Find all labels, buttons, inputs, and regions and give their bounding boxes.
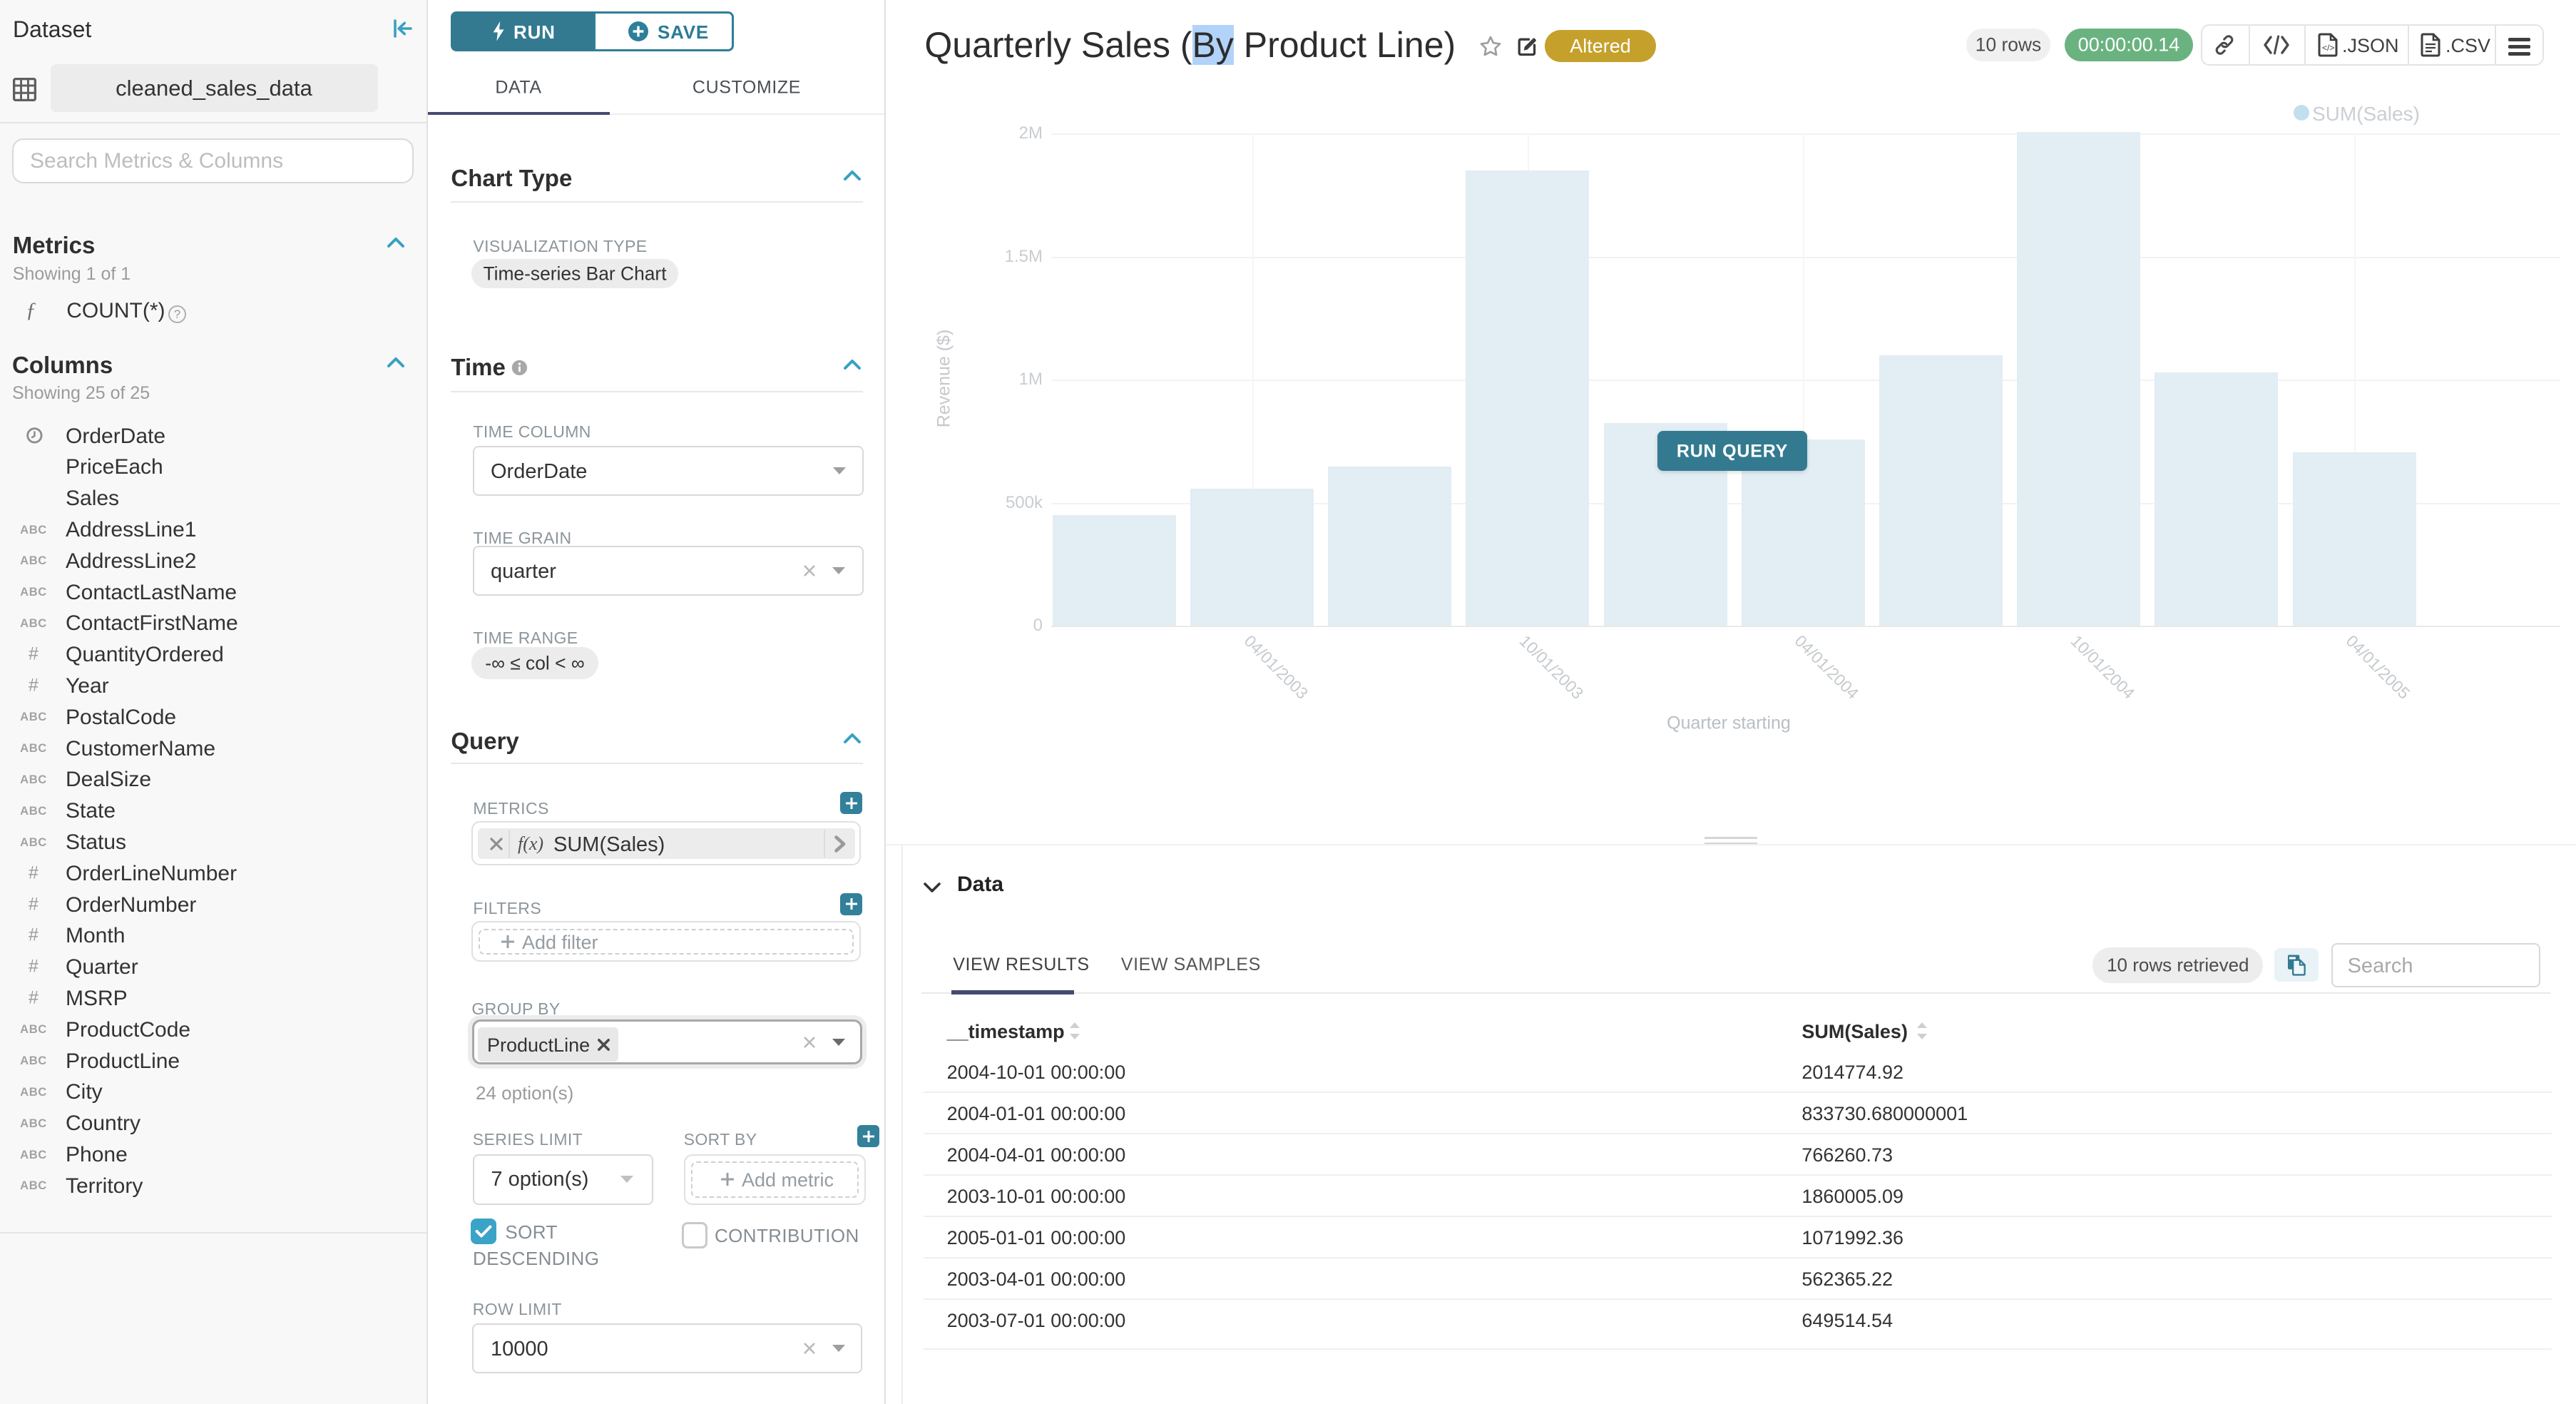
svg-text:</>: </> xyxy=(2322,43,2334,53)
